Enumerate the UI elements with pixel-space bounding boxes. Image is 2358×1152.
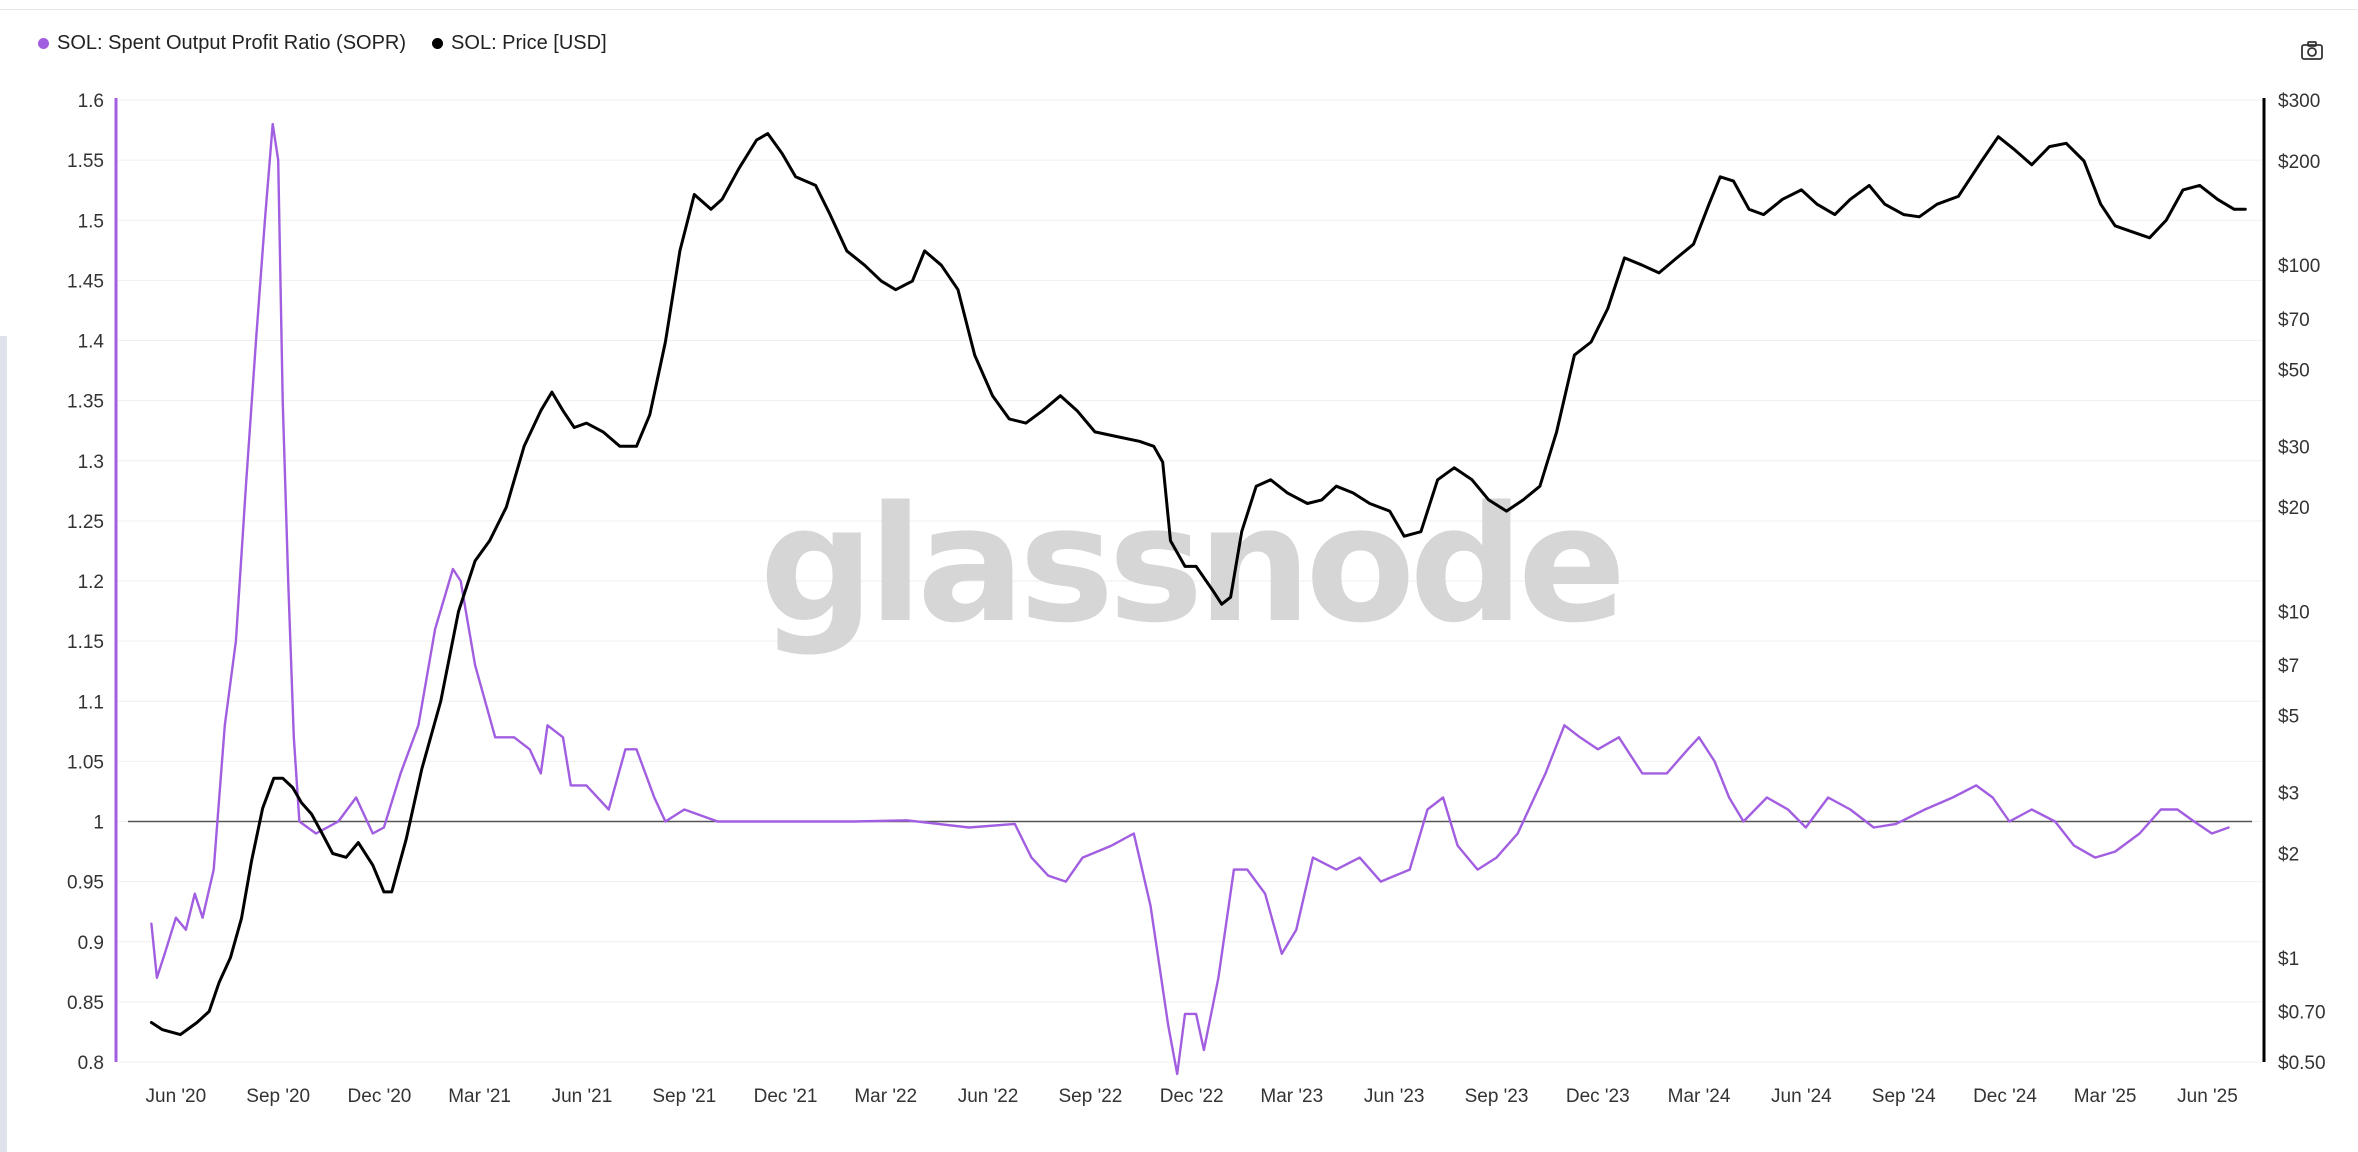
right-axis-tick-label: $50 [2278, 360, 2310, 381]
right-axis-tick-label: $10 [2278, 602, 2310, 623]
right-axis-tick-label: $7 [2278, 656, 2299, 677]
left-axis-tick-label: 1.4 [78, 332, 105, 353]
x-axis-tick-label: Jun '23 [1364, 1086, 1425, 1107]
legend-item-price[interactable]: SOL: Price [USD] [432, 32, 607, 55]
x-axis-tick-label: Jun '24 [1771, 1086, 1832, 1107]
x-axis-tick-label: Jun '21 [552, 1086, 613, 1107]
right-axis-tick-label: $0.70 [2278, 1002, 2326, 1023]
left-axis-tick-label: 1.05 [67, 752, 104, 773]
left-axis-tick-label: 1.25 [67, 512, 104, 533]
sopr-series-line [150, 122, 2230, 1076]
left-axis-tick-label: 1.2 [78, 572, 104, 593]
legend-label-price: SOL: Price [USD] [451, 32, 607, 54]
x-axis-tick-label: Jun '20 [146, 1086, 207, 1107]
x-axis-tick-label: Mar '24 [1668, 1086, 1731, 1107]
left-axis-tick-label: 1.55 [67, 151, 104, 172]
chart-legend: SOL: Spent Output Profit Ratio (SOPR) SO… [38, 32, 607, 55]
x-axis-tick-label: Mar '22 [854, 1086, 917, 1107]
right-axis-tick-label: $200 [2278, 152, 2320, 173]
right-axis-tick-label: $2 [2278, 845, 2299, 866]
left-axis-tick-label: 0.95 [67, 873, 104, 894]
left-axis-tick-label: 0.8 [78, 1053, 104, 1074]
left-axis-tick-label: 1.35 [67, 392, 104, 413]
x-axis-tick-label: Sep '20 [246, 1086, 310, 1107]
left-axis-tick-label: 1.15 [67, 632, 104, 653]
x-axis-tick-label: Dec '21 [754, 1086, 818, 1107]
camera-icon[interactable] [2300, 40, 2324, 62]
left-axis-tick-label: 1.1 [78, 692, 104, 713]
left-edge-bar [0, 336, 7, 1152]
x-axis-tick-label: Jun '22 [958, 1086, 1019, 1107]
x-axis-tick-label: Sep '24 [1872, 1086, 1936, 1107]
right-axis-tick-label: $1 [2278, 949, 2299, 970]
x-axis-tick-label: Dec '20 [348, 1086, 412, 1107]
price-series-line [149, 132, 2247, 1037]
left-axis-tick-label: 1.3 [78, 452, 104, 473]
x-axis-tick-label: Dec '24 [1973, 1086, 2037, 1107]
watermark-text: glassnode [760, 471, 1621, 658]
legend-label-sopr: SOL: Spent Output Profit Ratio (SOPR) [57, 32, 407, 54]
left-axis-tick-label: 1 [93, 813, 104, 834]
right-axis-tick-label: $30 [2278, 437, 2310, 458]
x-axis-tick-label: Sep '22 [1058, 1086, 1122, 1107]
legend-dot-sopr [38, 38, 49, 49]
right-axis-tick-label: $3 [2278, 784, 2299, 805]
right-axis-tick-label: $5 [2278, 707, 2299, 728]
right-axis-tick-label: $70 [2278, 310, 2310, 331]
left-axis-tick-label: 1.45 [67, 271, 104, 292]
left-axis-tick-label: 1.6 [78, 91, 104, 112]
x-axis-tick-label: Jun '25 [2177, 1086, 2238, 1107]
x-axis-tick-label: Mar '21 [448, 1086, 511, 1107]
x-axis-tick-label: Dec '22 [1160, 1086, 1224, 1107]
x-axis-tick-label: Mar '25 [2074, 1086, 2137, 1107]
left-axis-tick-label: 0.9 [78, 933, 104, 954]
top-divider [0, 9, 2358, 10]
right-axis-tick-label: $0.50 [2278, 1053, 2326, 1074]
right-axis-tick-label: $100 [2278, 256, 2320, 277]
x-axis-tick-label: Dec '23 [1566, 1086, 1630, 1107]
legend-item-sopr[interactable]: SOL: Spent Output Profit Ratio (SOPR) [38, 32, 406, 55]
x-axis-tick-label: Sep '23 [1465, 1086, 1529, 1107]
left-axis-tick-label: 0.85 [67, 993, 104, 1014]
right-axis-tick-label: $300 [2278, 91, 2320, 112]
right-axis-tick-label: $20 [2278, 498, 2310, 519]
left-axis-tick-label: 1.5 [78, 211, 104, 232]
legend-dot-price [432, 38, 444, 49]
x-axis-tick-label: Mar '23 [1260, 1086, 1323, 1107]
x-axis-tick-label: Sep '21 [652, 1086, 716, 1107]
